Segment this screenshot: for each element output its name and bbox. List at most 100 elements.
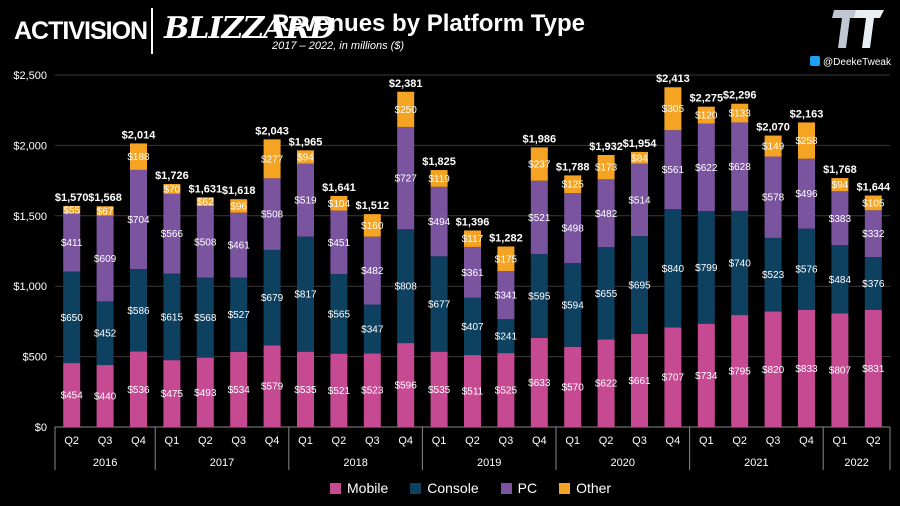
bar-segment-pc (664, 130, 682, 210)
bar-segment-pc (196, 206, 214, 278)
data-label-pc: $332 (862, 229, 885, 240)
bar-segment-console (363, 304, 381, 354)
twitter-credit[interactable]: @DeekeTweak (810, 56, 891, 68)
data-label-console: $568 (194, 313, 217, 324)
bar-segment-console (63, 271, 81, 364)
total-label: $1,726 (155, 170, 189, 182)
x-tick-label: Q2 (732, 435, 747, 447)
bar-segment-console (96, 301, 114, 366)
data-label-mobile: $795 (729, 367, 752, 378)
bar-segment-pc (731, 122, 749, 211)
bar-segment-console (731, 210, 749, 316)
data-label-mobile: $534 (228, 385, 251, 396)
total-label: $2,043 (255, 125, 289, 137)
data-label-other: $160 (361, 221, 384, 232)
data-label-console: $799 (695, 263, 718, 274)
x-tick-label: Q3 (499, 435, 514, 447)
data-label-console: $347 (361, 324, 384, 335)
bar-segment-other (330, 195, 348, 211)
bar-segment-other (731, 103, 749, 123)
total-label: $1,644 (856, 182, 891, 194)
bar-segment-console (564, 263, 582, 347)
x-tick-label: Q4 (799, 435, 814, 447)
legend-label-other: Other (576, 480, 612, 496)
bar-segment-pc (330, 210, 348, 275)
data-label-mobile: $633 (528, 378, 551, 389)
data-label-other: $173 (595, 163, 618, 174)
bar-segment-console (196, 277, 214, 358)
data-label-console: $241 (495, 332, 518, 343)
x-tick-label: Q3 (632, 435, 647, 447)
bar-segment-other (631, 151, 648, 164)
bar-segment-pc (631, 163, 648, 237)
data-label-other: $258 (795, 136, 818, 147)
data-label-console: $484 (829, 275, 852, 286)
data-label-mobile: $535 (428, 385, 451, 396)
legend-label-mobile: Mobile (347, 480, 389, 496)
data-label-pc: $451 (328, 238, 351, 249)
data-label-console: $695 (628, 281, 651, 292)
data-label-other: $149 (762, 142, 785, 153)
data-label-other: $104 (328, 199, 351, 210)
data-label-console: $376 (862, 279, 885, 290)
bar-segment-mobile (430, 351, 448, 427)
legend-label-console: Console (427, 480, 479, 496)
data-label-mobile: $734 (695, 371, 718, 382)
total-label: $1,788 (556, 161, 590, 173)
data-label-mobile: $570 (562, 382, 585, 393)
data-label-pc: $498 (562, 224, 585, 235)
total-label: $1,631 (188, 183, 222, 195)
data-label-console: $615 (161, 312, 184, 323)
year-label: 2016 (93, 457, 117, 469)
data-label-console: $740 (729, 258, 752, 269)
bar-segment-other (297, 150, 314, 164)
data-label-console: $594 (562, 300, 585, 311)
data-label-other: $94 (832, 180, 849, 191)
bar-segment-mobile (330, 353, 348, 427)
total-label: $2,275 (689, 93, 723, 105)
data-label-other: $188 (127, 152, 150, 163)
data-label-mobile: $511 (462, 387, 484, 398)
total-label: $1,768 (823, 164, 857, 176)
total-label: $1,965 (289, 136, 323, 148)
data-label-mobile: $523 (361, 386, 384, 397)
data-label-console: $565 (328, 309, 351, 320)
data-label-console: $576 (795, 265, 818, 276)
data-label-other: $237 (528, 160, 551, 171)
data-label-mobile: $475 (161, 389, 184, 400)
bar-segment-console (297, 236, 314, 352)
total-label: $1,282 (489, 232, 523, 244)
total-label: $1,986 (522, 133, 556, 145)
x-tick-label: Q3 (98, 435, 113, 447)
bar-segment-console (497, 319, 515, 354)
data-label-other: $55 (63, 205, 80, 216)
bar-segment-other (764, 135, 782, 157)
bar-segment-console (831, 245, 849, 314)
total-label: $1,568 (88, 192, 122, 204)
x-tick-label: Q1 (432, 435, 447, 447)
bar-segment-mobile (397, 343, 415, 427)
bar-segment-other (497, 246, 515, 272)
bar-segment-pc (764, 156, 782, 238)
bar-segment-pc (363, 236, 381, 305)
data-label-other: $133 (729, 109, 752, 120)
legend-label-pc: PC (517, 480, 538, 496)
bar-segment-other (597, 154, 615, 180)
data-label-other: $70 (164, 184, 181, 195)
total-label: $1,641 (322, 182, 356, 194)
total-label: $2,014 (122, 129, 157, 141)
y-tick-label: $500 (23, 352, 47, 364)
data-label-pc: $704 (127, 215, 150, 226)
year-label: 2017 (210, 457, 234, 469)
bar-segment-other (697, 106, 715, 124)
year-label: 2018 (343, 457, 367, 469)
bar-segment-pc (464, 246, 481, 298)
bar-segment-pc (564, 192, 582, 264)
total-label: $1,570 (55, 192, 89, 204)
y-tick-label: $1,000 (13, 281, 47, 293)
data-label-other: $305 (662, 104, 685, 115)
data-label-console: $840 (662, 264, 685, 275)
data-label-other: $62 (197, 197, 214, 208)
bar-segment-other (230, 199, 248, 213)
data-label-pc: $561 (662, 165, 685, 176)
